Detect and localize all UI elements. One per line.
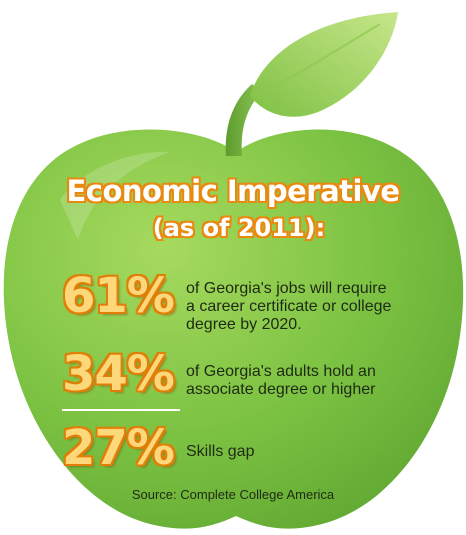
- stat-value-1: 61%: [62, 268, 175, 324]
- stat-description-1-line: degree by 2020.: [186, 316, 302, 333]
- divider-rule: [62, 409, 180, 411]
- title-line-1: Economic Imperative: [66, 174, 400, 208]
- title-line-2: (as of 2011):: [152, 214, 326, 242]
- apple-leaf: [250, 12, 398, 117]
- source-credit: Source: Complete College America: [131, 487, 335, 502]
- apple-stem: [225, 84, 262, 156]
- stat-description-3-line: Skills gap: [186, 443, 255, 460]
- stat-description-1-line: of Georgia's jobs will require: [186, 280, 387, 297]
- stat-description-1-line: a career certificate or college: [186, 298, 392, 315]
- stat-description-2: of Georgia's adults hold an associate de…: [186, 363, 376, 399]
- stat-value-3: 27%: [62, 420, 175, 476]
- stat-value-2: 34%: [62, 346, 175, 402]
- stat-description-3: Skills gap: [186, 443, 254, 461]
- stat-description-2-line: associate degree or higher: [186, 381, 376, 398]
- apple-body: [3, 129, 464, 529]
- stat-description-2-line: of Georgia's adults hold an: [186, 363, 376, 380]
- stat-description-1: of Georgia's jobs will require a career …: [186, 280, 391, 334]
